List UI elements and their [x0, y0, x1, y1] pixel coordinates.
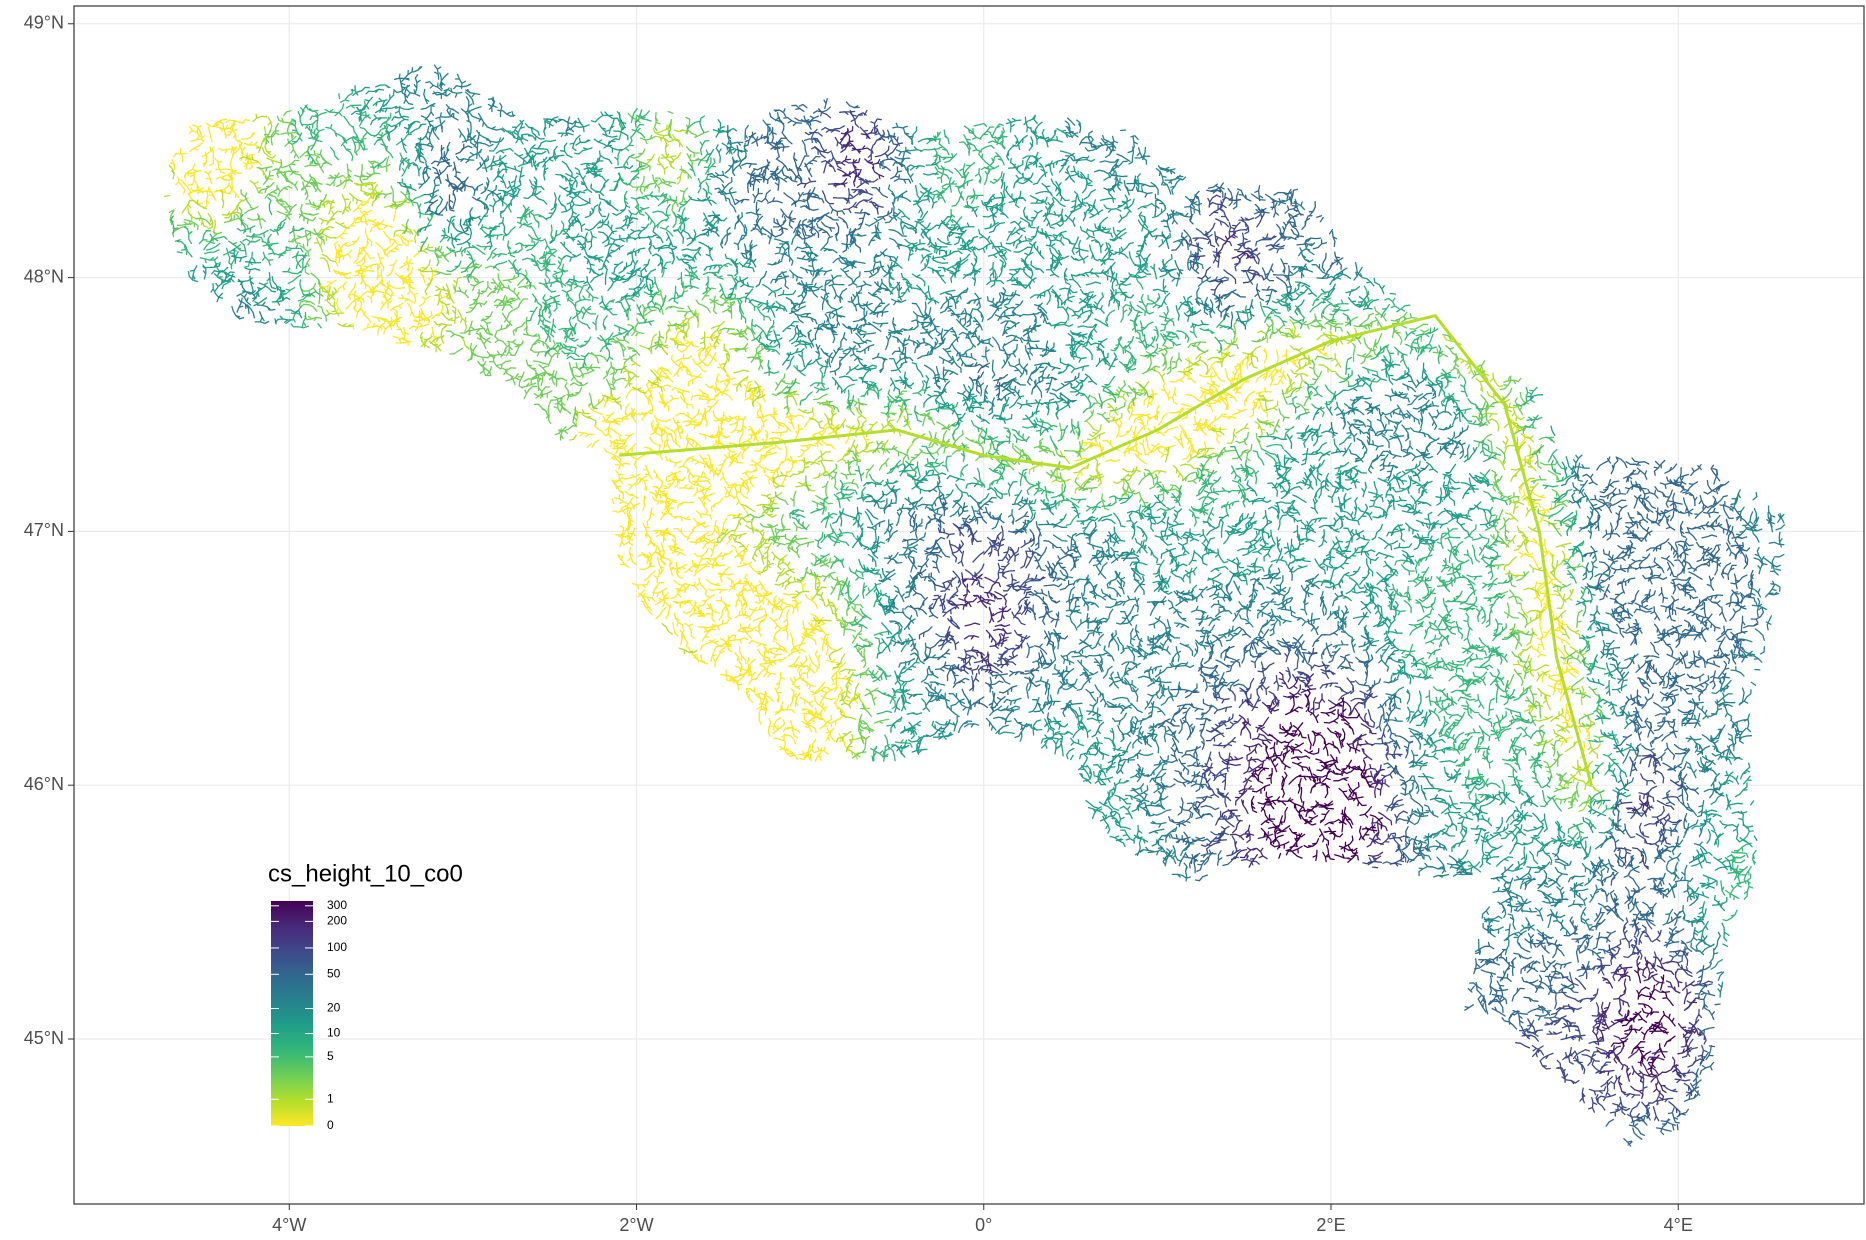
- page: {"chart_data": { "type": "map", "xlim": …: [0, 0, 1866, 1240]
- x-tick-label: 2°W: [619, 1215, 653, 1235]
- y-tick-label: 45°N: [24, 1028, 64, 1048]
- map-chart: 4°W 2°W 0° 2°E 4°E 45°N 46°N 47°N 48°N 49°N cs_he…: [0, 0, 1866, 1240]
- colorbar-label: 200: [327, 914, 347, 928]
- colorbar-label: 20: [327, 1001, 341, 1015]
- x-tick-label: 4°W: [272, 1215, 306, 1235]
- x-tick-label: 4°E: [1664, 1215, 1693, 1235]
- y-tick-label: 46°N: [24, 774, 64, 794]
- x-tick-label: 2°E: [1316, 1215, 1345, 1235]
- colorbar-label: 100: [327, 940, 347, 954]
- colorbar: [271, 901, 313, 1126]
- colorbar-label: 5: [327, 1049, 334, 1063]
- y-tick-label: 49°N: [24, 13, 64, 33]
- colorbar-label: 1: [327, 1091, 334, 1105]
- y-tick-label: 47°N: [24, 520, 64, 540]
- x-tick-label: 0°: [975, 1215, 992, 1235]
- colorbar-label: 300: [327, 898, 347, 912]
- colorbar-label: 0: [327, 1118, 334, 1132]
- legend-title: cs_height_10_co0: [268, 860, 463, 887]
- y-tick-label: 48°N: [24, 266, 64, 286]
- colorbar-label: 50: [327, 966, 341, 980]
- colorbar-label: 10: [327, 1026, 341, 1040]
